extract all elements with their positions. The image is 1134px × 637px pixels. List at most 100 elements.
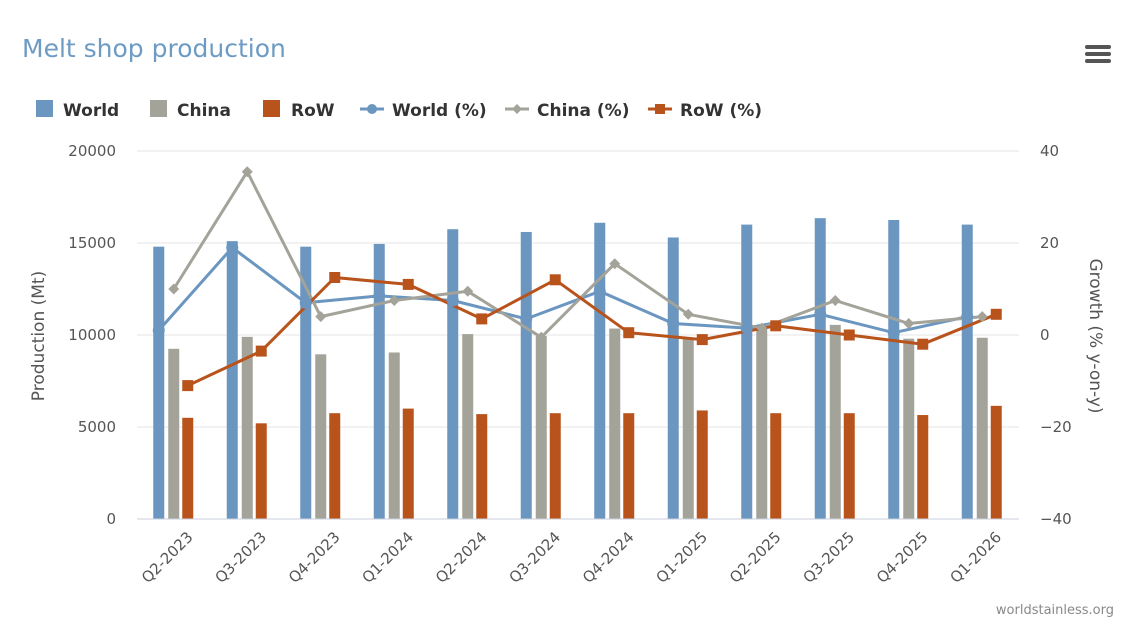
line-row-pct[interactable] xyxy=(187,276,997,387)
marker-china-pct[interactable] xyxy=(609,258,621,270)
legend-label-china: China xyxy=(177,101,231,121)
marker-row-pct[interactable] xyxy=(255,345,267,357)
bar-row[interactable] xyxy=(476,414,488,519)
marker-china-pct[interactable] xyxy=(462,285,474,297)
bar-row[interactable] xyxy=(549,413,561,519)
legend-item-world-pct[interactable]: World (%) xyxy=(360,101,487,121)
lines xyxy=(152,166,1002,392)
bar-row[interactable] xyxy=(917,415,929,519)
bar-china[interactable] xyxy=(168,348,180,519)
left-axis-title: Production (Mt) xyxy=(29,271,49,401)
marker-row-pct[interactable] xyxy=(402,278,414,290)
bar-world[interactable] xyxy=(226,241,238,519)
marker-world-pct[interactable] xyxy=(446,294,459,307)
marker-row-pct[interactable] xyxy=(549,274,561,286)
bar-china[interactable] xyxy=(388,352,400,519)
bar-row[interactable] xyxy=(770,413,782,519)
legend-item-china[interactable]: China xyxy=(150,100,231,121)
category-tick-label: Q4-2024 xyxy=(579,528,638,587)
marker-row-pct[interactable] xyxy=(329,272,341,283)
marker-world-pct[interactable] xyxy=(961,310,974,323)
bar-row[interactable] xyxy=(329,413,341,519)
bar-china[interactable] xyxy=(829,324,841,519)
marker-world-pct[interactable] xyxy=(299,296,312,309)
marker-china-pct[interactable] xyxy=(535,331,547,343)
legend-item-world[interactable]: World xyxy=(36,100,119,121)
marker-china-pct[interactable] xyxy=(756,322,768,334)
chart-title: Melt shop production xyxy=(22,34,286,63)
marker-world-pct[interactable] xyxy=(152,324,165,337)
marker-china-pct[interactable] xyxy=(388,295,400,306)
bar-world[interactable] xyxy=(373,243,385,520)
marker-china-pct[interactable] xyxy=(315,311,327,323)
marker-row-pct[interactable] xyxy=(476,313,488,325)
bar-china[interactable] xyxy=(756,327,768,519)
bar-row[interactable] xyxy=(623,413,635,519)
marker-row-pct[interactable] xyxy=(917,338,929,350)
marker-row-pct[interactable] xyxy=(990,308,1002,320)
marker-row-pct[interactable] xyxy=(696,334,708,346)
bar-world[interactable] xyxy=(814,218,826,519)
bar-row[interactable] xyxy=(843,413,855,519)
bar-china[interactable] xyxy=(462,334,474,519)
bar-world[interactable] xyxy=(300,246,312,519)
category-tick-label: Q4-2025 xyxy=(873,528,932,587)
right-tick-label: −40 xyxy=(1040,510,1072,528)
marker-world-pct[interactable] xyxy=(667,317,680,330)
bar-china[interactable] xyxy=(682,337,694,519)
marker-world-pct[interactable] xyxy=(593,285,606,298)
category-tick-label: Q1-2026 xyxy=(946,528,1005,587)
right-tick-label: 20 xyxy=(1040,234,1059,252)
credit-link[interactable]: worldstainless.org xyxy=(996,603,1114,618)
bar-china[interactable] xyxy=(535,335,547,519)
bar-row[interactable] xyxy=(255,423,267,519)
bar-world[interactable] xyxy=(153,246,165,519)
marker-china-pct[interactable] xyxy=(976,311,988,323)
marker-china-pct[interactable] xyxy=(829,295,841,306)
bar-world[interactable] xyxy=(520,231,532,519)
marker-china-pct[interactable] xyxy=(682,308,694,320)
marker-china-pct[interactable] xyxy=(903,318,915,329)
marker-row-pct[interactable] xyxy=(623,327,635,339)
legend-item-row-pct[interactable]: RoW (%) xyxy=(648,101,762,121)
marker-world-pct[interactable] xyxy=(520,312,533,325)
marker-china-pct[interactable] xyxy=(241,166,253,178)
category-tick-label: Q1-2025 xyxy=(652,528,711,587)
bar-row[interactable] xyxy=(182,417,194,519)
marker-row-pct[interactable] xyxy=(843,329,855,341)
marker-world-pct[interactable] xyxy=(814,308,827,321)
left-tick-label: 20000 xyxy=(68,142,116,160)
line-china-pct[interactable] xyxy=(172,170,983,339)
legend-item-row[interactable]: RoW xyxy=(263,100,335,121)
right-tick-label: 40 xyxy=(1040,142,1059,160)
bar-world[interactable] xyxy=(594,222,606,519)
bar-row[interactable] xyxy=(696,410,708,519)
bar-china[interactable] xyxy=(315,354,327,519)
bar-world[interactable] xyxy=(741,224,753,519)
marker-world-pct[interactable] xyxy=(226,241,239,254)
bar-row[interactable] xyxy=(990,405,1002,519)
marker-world-pct[interactable] xyxy=(887,326,900,339)
bar-china[interactable] xyxy=(609,328,621,519)
bar-world[interactable] xyxy=(447,229,459,519)
bar-world[interactable] xyxy=(888,220,900,519)
bar-china[interactable] xyxy=(241,336,253,519)
category-tick-label: Q2-2023 xyxy=(138,528,197,587)
bar-row[interactable] xyxy=(402,408,414,519)
line-world-pct[interactable] xyxy=(157,246,968,335)
marker-row-pct[interactable] xyxy=(770,320,782,332)
bar-world[interactable] xyxy=(961,224,973,519)
right-tick-label: 0 xyxy=(1040,326,1050,344)
bar-china[interactable] xyxy=(976,337,988,519)
marker-china-pct[interactable] xyxy=(168,283,180,295)
bar-world[interactable] xyxy=(667,237,679,520)
legend-label-world: World xyxy=(63,101,119,121)
marker-world-pct[interactable] xyxy=(740,322,753,335)
hamburger-menu-icon[interactable] xyxy=(1080,38,1111,68)
marker-world-pct[interactable] xyxy=(373,289,386,302)
legend-item-china-pct[interactable]: China (%) xyxy=(505,101,629,121)
marker-row-pct[interactable] xyxy=(182,380,194,392)
category-tick-label: Q2-2024 xyxy=(432,528,491,587)
bar-china[interactable] xyxy=(903,338,915,519)
